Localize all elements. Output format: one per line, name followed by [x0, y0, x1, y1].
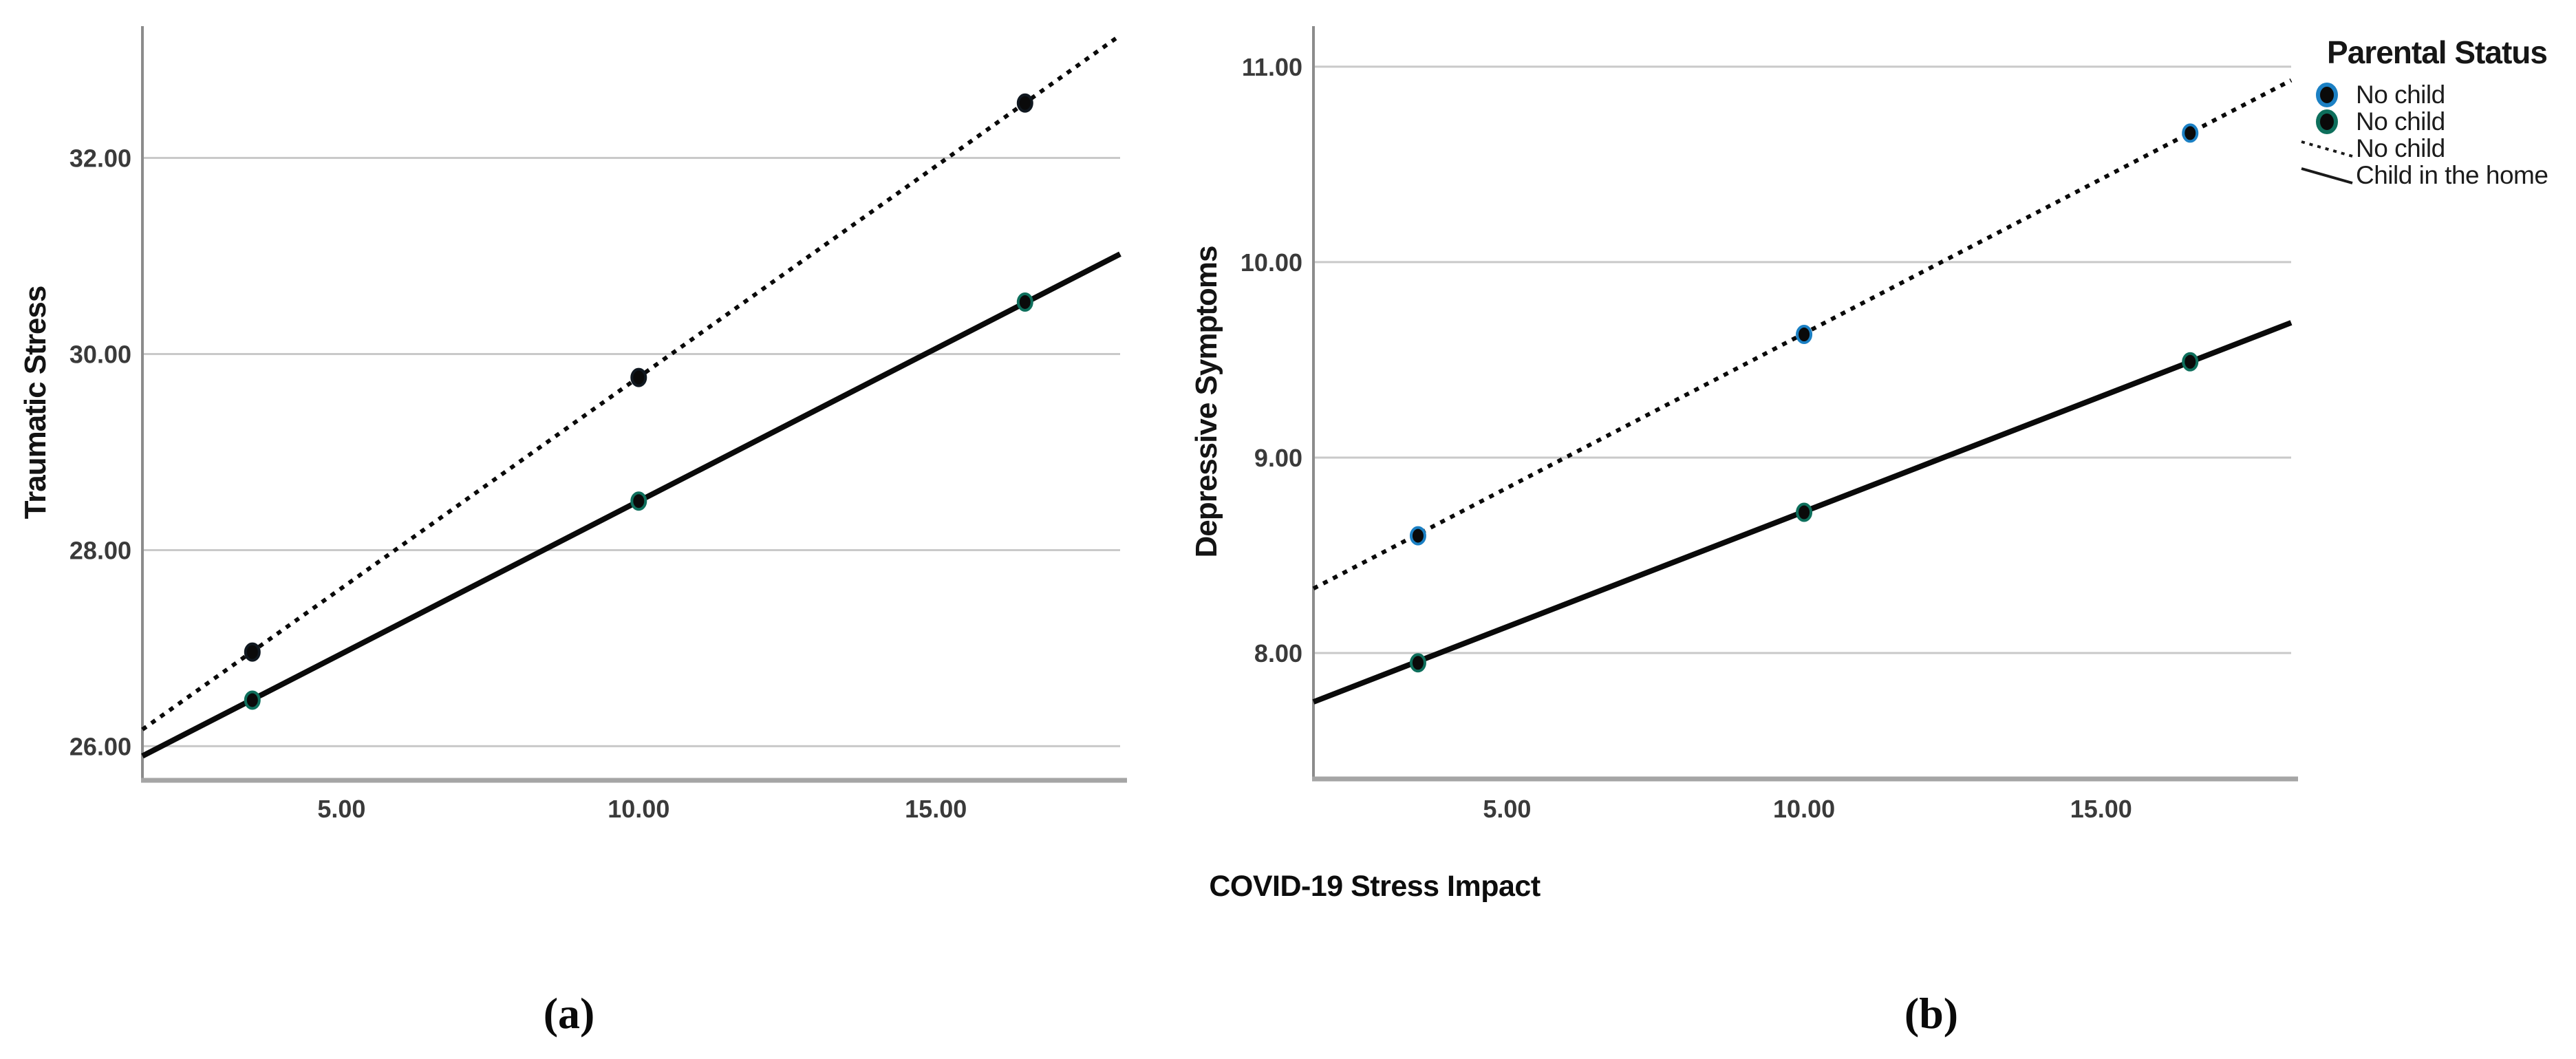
x-tick-label: 10.00 [1773, 795, 1835, 823]
y-tick-label: 32.00 [69, 145, 131, 173]
subfigure-caption-a: (a) [543, 989, 595, 1038]
data-point-marker [244, 642, 261, 662]
x-tick-label: 5.00 [1483, 795, 1531, 823]
x-tick-label: 15.00 [905, 795, 967, 823]
legend-item-child-in-home-line: Child in the home [2298, 162, 2576, 189]
data-point-marker [630, 491, 647, 511]
y-tick-label: 28.00 [69, 536, 131, 564]
legend-item-no-child-marker: No child [2298, 81, 2576, 108]
legend-item-label: Child in the home [2356, 161, 2548, 189]
data-point-marker [2182, 352, 2199, 372]
data-point-marker [1016, 292, 1033, 312]
data-point-marker [2182, 123, 2199, 143]
no-child-marker-icon [2298, 81, 2356, 109]
legend-item-no-child-line: No child [2298, 135, 2576, 162]
data-point-marker [1796, 502, 1813, 522]
subfigure-caption-b: (b) [1904, 989, 1959, 1038]
series-line-dotted [141, 33, 1121, 731]
y-tick-label: 26.00 [69, 732, 131, 760]
data-point-marker [1016, 93, 1033, 113]
solid-line-icon [2298, 163, 2356, 188]
y-axis-title: Traumatic Stress [19, 286, 52, 520]
data-point-marker [630, 367, 647, 387]
data-point-marker [1409, 526, 1426, 546]
legend-item-label: No child [2356, 81, 2445, 109]
legend-title: Parental Status [2327, 34, 2548, 70]
data-point-marker [244, 690, 261, 710]
y-tick-label: 30.00 [69, 340, 131, 368]
x-tick-label: 5.00 [317, 795, 365, 823]
legend-item-label: No child [2356, 134, 2445, 162]
y-tick-label: 9.00 [1254, 444, 1302, 472]
child-in-home-marker-icon [2298, 108, 2356, 136]
x-tick-label: 10.00 [608, 795, 669, 823]
y-tick-label: 8.00 [1254, 639, 1302, 667]
dotted-line-icon [2298, 136, 2356, 161]
legend: Parental Status No child No child [2298, 34, 2576, 189]
y-tick-label: 11.00 [1242, 53, 1302, 81]
legend-item-list: No child No child No child [2298, 81, 2576, 189]
y-tick-label: 10.00 [1241, 248, 1302, 277]
legend-item-label: No child [2356, 107, 2445, 136]
x-tick-label: 15.00 [2070, 795, 2132, 823]
legend-item-child-in-home-marker: No child [2298, 108, 2576, 135]
data-point-marker [1409, 653, 1426, 673]
x-axis-title: COVID-19 Stress Impact [1209, 870, 1541, 903]
data-point-marker [1796, 324, 1813, 344]
y-axis-title: Depressive Symptoms [1190, 246, 1223, 558]
